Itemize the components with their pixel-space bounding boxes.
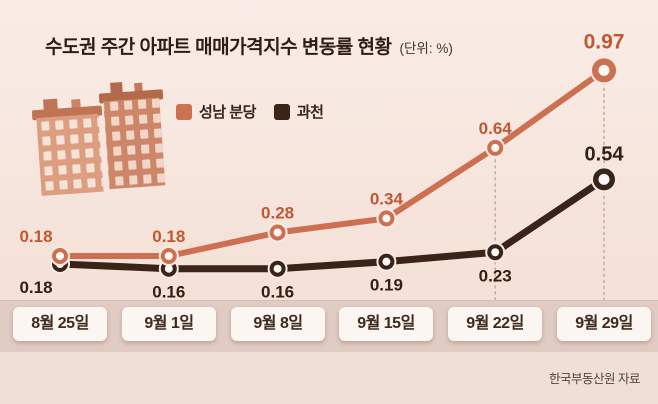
x-axis-label: 9월 15일 <box>339 307 433 341</box>
data-point-hole <box>56 252 64 260</box>
legend-label-bundang: 성남 분당 <box>199 104 256 121</box>
value-label: 0.16 <box>152 283 185 302</box>
value-label: 0.16 <box>261 283 294 302</box>
data-point-hole <box>598 64 610 76</box>
legend-item-gwacheon: 과천 <box>273 101 324 122</box>
value-label: 0.19 <box>370 276 403 295</box>
back-tower <box>98 82 166 190</box>
data-point-hole <box>273 264 282 273</box>
x-axis-label: 9월 29일 <box>557 307 651 341</box>
chart-header: 수도권 주간 아파트 매매가격지수 변동률 현황 (단위: %) <box>45 32 453 59</box>
x-axis-strip <box>0 300 658 352</box>
value-label: 0.23 <box>479 266 512 285</box>
apartment-buildings-illustration <box>31 82 166 196</box>
value-label: 0.18 <box>19 278 52 297</box>
chart-title: 수도권 주간 아파트 매매가격지수 변동률 현황 <box>45 37 392 58</box>
data-point-hole <box>598 173 610 185</box>
bundang-series-swatch-icon <box>176 103 192 120</box>
x-axis-label: 9월 1일 <box>122 307 216 341</box>
data-point-hole <box>491 248 500 257</box>
value-label: 0.97 <box>584 30 625 53</box>
value-label: 0.28 <box>261 204 294 223</box>
data-point-hole <box>382 257 391 266</box>
source-note: 한국부동산원 자료 <box>549 372 640 386</box>
data-point-hole <box>382 214 391 223</box>
value-label: 0.18 <box>152 227 185 246</box>
value-label: 0.64 <box>479 119 513 138</box>
value-label: 0.54 <box>585 143 625 165</box>
series-line-1 <box>56 175 608 273</box>
value-label: 0.34 <box>370 189 404 208</box>
legend: 성남 분당 과천 <box>176 101 324 122</box>
x-axis-label: 9월 8일 <box>231 307 325 341</box>
data-point-hole <box>164 252 173 260</box>
data-point-hole <box>273 228 282 237</box>
front-tower <box>31 98 104 196</box>
legend-item-bundang: 성남 분당 <box>176 101 256 122</box>
gwacheon-series-swatch-icon <box>273 103 290 120</box>
value-label: 0.18 <box>19 227 52 246</box>
data-point-hole <box>164 264 173 273</box>
chart-unit-label: (단위: %) <box>399 41 453 56</box>
x-axis-label: 8월 25일 <box>13 307 107 341</box>
series-line-0 <box>57 67 607 259</box>
legend-label-gwacheon: 과천 <box>296 104 324 121</box>
x-axis-label: 9월 22일 <box>448 307 542 341</box>
data-point-hole <box>491 143 500 152</box>
footer-band <box>0 352 658 404</box>
